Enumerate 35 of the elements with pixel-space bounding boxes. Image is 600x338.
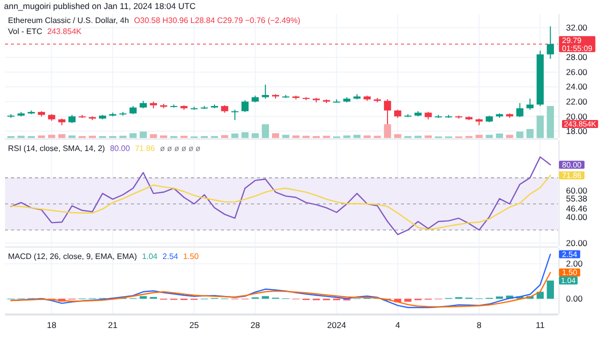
y-tick-label: 32.00 — [566, 22, 588, 33]
y-tick-label: 0.00 — [566, 294, 583, 304]
y-tick-label: 28.00 — [566, 52, 588, 62]
y-tick-label: 18.00 — [566, 126, 588, 136]
annotation: 1.04 — [142, 252, 158, 261]
x-tick-label: 25 — [189, 320, 200, 330]
y-tick-label: 46.46 — [566, 203, 588, 214]
annotation: ø ø ø ø ø ø — [160, 144, 201, 153]
y-tick-label: 20.00 — [566, 238, 588, 248]
y-tick-label: 26.00 — [566, 66, 588, 77]
text: 71.86 — [134, 144, 155, 153]
y-tick-label: 24.00 — [566, 82, 588, 92]
y-tick-label: 40.00 — [566, 212, 588, 222]
x-tick-label: 8 — [476, 320, 482, 330]
x-tick-label: 2024 — [327, 320, 346, 330]
y-tick-label: 22.00 — [566, 96, 588, 106]
text: 80.00 — [110, 144, 130, 153]
x-tick-label: 28 — [250, 320, 260, 330]
y-tick-label: 20.00 — [566, 111, 588, 122]
chart-title: Vol - ETC — [8, 27, 42, 36]
chart-subtitle: O30.58 H30.96 L28.84 C29.79 −0.76 (−2.49%) — [134, 16, 301, 25]
y-tick-label: 60.00 — [566, 186, 588, 196]
x-tick-label: 4 — [395, 320, 400, 330]
text: RSI (14, close, SMA, 14, 2) — [8, 144, 106, 153]
x-tick-label: 11 — [536, 320, 545, 330]
text: ann_mugoiri published on Jan 11, 2024 18:04 UTC — [4, 1, 196, 11]
text: 1.50 — [183, 252, 199, 261]
annotation: 243.854K — [47, 27, 82, 36]
x-tick-label: 21 — [108, 320, 118, 330]
text: MACD (12, 26, close, 9, EMA, EMA) — [8, 252, 138, 261]
text: 2.54 — [162, 252, 178, 261]
y-tick-label: 55.38 — [566, 194, 588, 204]
y-tick-label: 2.00 — [566, 258, 583, 269]
chart-title: Ethereum Classic / U.S. Dollar, 4h — [8, 16, 129, 25]
x-tick-label: 18 — [46, 320, 57, 330]
